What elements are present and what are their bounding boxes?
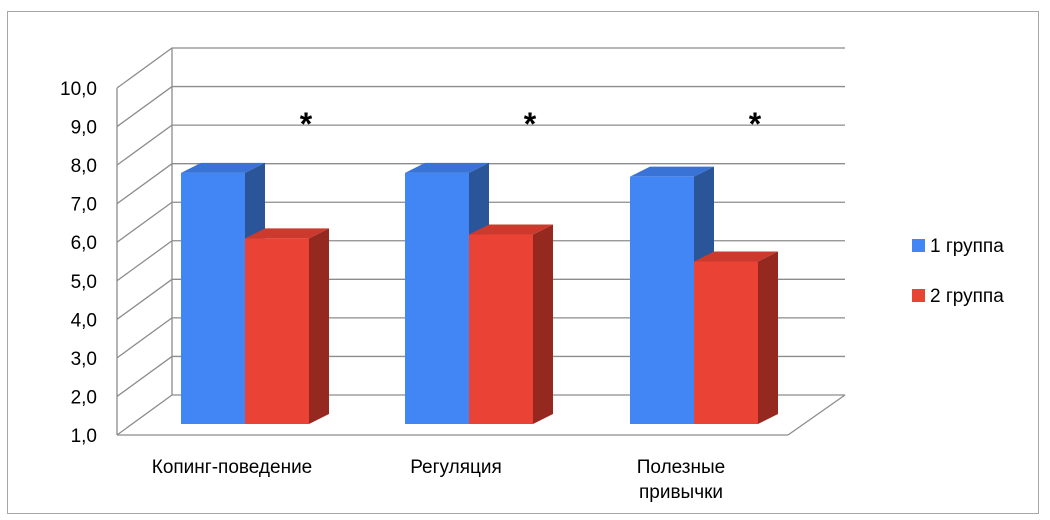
bar — [245, 238, 309, 424]
legend-swatch — [912, 239, 925, 252]
legend-swatch — [912, 289, 925, 302]
x-axis-categories: Копинг-поведение Регуляция Полезные привычк… — [152, 457, 725, 503]
bar — [405, 172, 469, 424]
y-tick-label: 7,0 — [71, 195, 97, 216]
significance-marker: * — [749, 106, 762, 142]
bar — [181, 172, 245, 424]
gridline — [116, 85, 845, 128]
bar — [630, 176, 694, 424]
x-category-label: Копинг-поведение — [152, 457, 313, 478]
gridline — [116, 124, 845, 166]
bar-top — [469, 224, 553, 235]
x-category-label: Полезные привычки — [637, 457, 725, 503]
bar-top — [405, 162, 489, 173]
x-category-label-line: Копинг-поведение — [152, 457, 313, 478]
y-tick-label: 3,0 — [71, 349, 97, 370]
y-axis-ticks: 1,0 2,0 3,0 4,0 5,0 6,0 7,0 8,0 9,0 10,0 — [60, 79, 97, 447]
significance-marker: * — [300, 106, 313, 142]
bar-top — [245, 228, 329, 239]
grid-layer — [116, 47, 846, 436]
legend-label: 1 группа — [930, 236, 1004, 257]
legend: 1 группа 2 группа — [912, 236, 1004, 307]
bar-side — [758, 251, 778, 424]
y-tick-label: 5,0 — [71, 272, 97, 293]
y-tick-label: 8,0 — [71, 156, 97, 177]
y-tick-label: 1,0 — [71, 426, 97, 447]
bar-top — [630, 166, 714, 177]
bars — [181, 162, 778, 425]
bar-top — [694, 251, 778, 262]
gridline — [116, 47, 845, 89]
legend-label: 2 группа — [930, 286, 1004, 307]
y-tick-label: 4,0 — [71, 310, 97, 331]
y-tick-label: 6,0 — [71, 233, 97, 254]
y-tick-label: 9,0 — [71, 118, 97, 139]
x-category-label-line: Полезные — [637, 457, 725, 478]
x-category-label-line: Регуляция — [410, 457, 502, 478]
y-tick-label: 10,0 — [60, 79, 97, 100]
significance-marker: * — [524, 106, 537, 142]
significance-annotations: * * * — [300, 106, 762, 142]
bar-top — [181, 162, 265, 173]
bar-side — [309, 228, 329, 424]
x-category-label-line: привычки — [639, 482, 723, 503]
floor-right-edge — [787, 394, 846, 436]
bar — [469, 234, 533, 424]
bar-side — [533, 224, 553, 424]
bar — [694, 261, 758, 424]
x-category-label: Регуляция — [410, 457, 502, 478]
y-tick-label: 2,0 — [71, 387, 97, 408]
